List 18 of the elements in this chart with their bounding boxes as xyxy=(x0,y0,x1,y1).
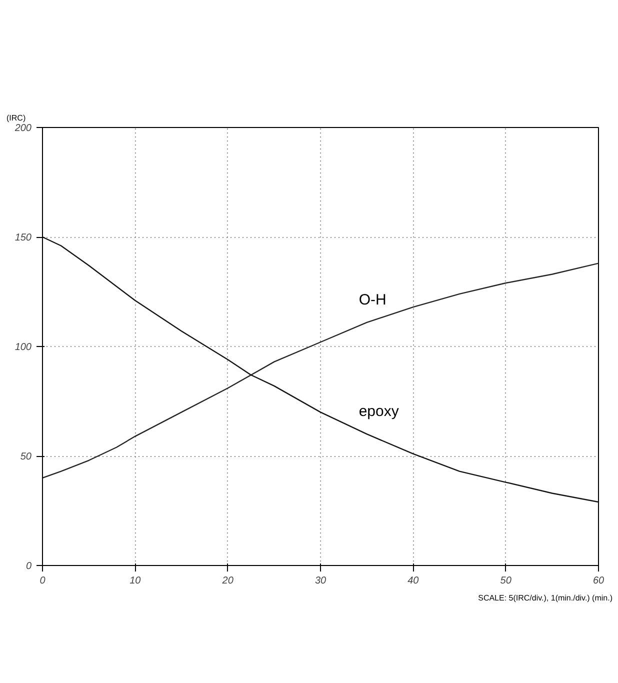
series-label: epoxy xyxy=(358,403,400,420)
x-tick-label: 60 xyxy=(592,576,604,586)
x-tick-label: 30 xyxy=(314,576,326,586)
y-axis-title: (IRC) xyxy=(6,114,26,122)
series-label: O-H xyxy=(358,291,386,308)
line-series xyxy=(42,236,598,503)
y-tick-label: 200 xyxy=(14,123,32,134)
x-tick-label: 10 xyxy=(130,576,142,586)
line-series xyxy=(42,262,598,478)
y-tick-label: 100 xyxy=(14,342,32,353)
y-tick-label: 150 xyxy=(14,232,32,244)
x-tick-label: 20 xyxy=(221,576,234,586)
x-tick-label: 40 xyxy=(408,576,420,586)
x-tick-label: 50 xyxy=(500,576,512,586)
x-tick-label: 0 xyxy=(40,576,46,586)
y-tick-label: 50 xyxy=(20,452,32,462)
y-tick-label: 0 xyxy=(26,561,32,572)
x-axis-title: SCALE: 5(IRC/div.), 1(min./div.) (min.) xyxy=(478,594,613,602)
